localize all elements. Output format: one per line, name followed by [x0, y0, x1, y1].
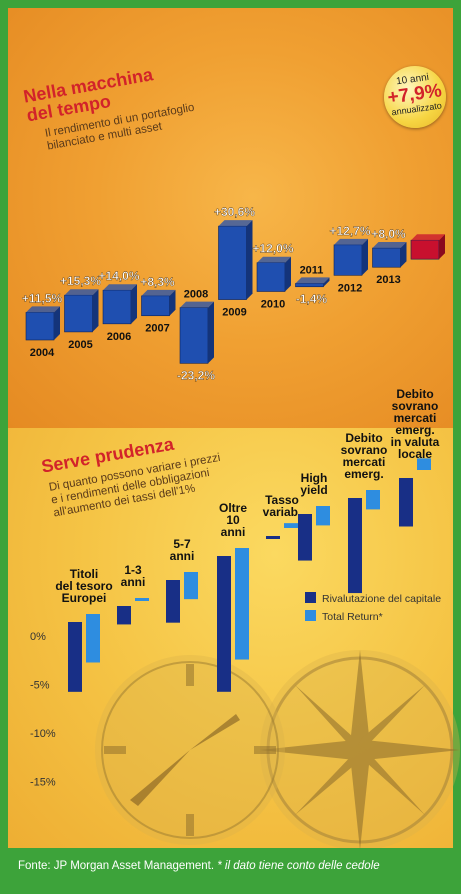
category-label-line: locale: [398, 447, 432, 461]
category-label-line: emerg.: [395, 423, 434, 437]
top-bar-2013: [372, 242, 407, 268]
y-tick-label: 0%: [30, 631, 46, 643]
top-value-label: -23,2%: [177, 368, 215, 382]
legend: Rivalutazione del capitale Total Return*: [305, 592, 441, 623]
category-label-line: Oltre: [219, 501, 247, 515]
top-bar-2005: [64, 289, 99, 333]
top-year-label: 2005: [68, 339, 92, 351]
category-label-line: in valuta: [391, 435, 440, 449]
category-label-line: anni: [121, 575, 146, 589]
top-year-label: 2009: [222, 307, 246, 319]
category-label-line: Debito: [345, 431, 382, 445]
category-label-line: mercati: [343, 455, 386, 469]
top-bar-chart: +11,5% 2004 +15,3% 2005 +14,0% 2006 +8,3% 2007 -…: [22, 205, 445, 383]
top-bar-2011: [295, 277, 330, 288]
top-year-label: 2006: [107, 331, 131, 343]
footer: Fonte: JP Morgan Asset Management. * il …: [8, 848, 453, 886]
total-return-bar: [135, 598, 149, 601]
top-bar-highlight: [410, 234, 445, 260]
top-bar-2007: [141, 289, 176, 317]
top-value-label: +15,3%: [60, 274, 101, 288]
top-year-label: 2013: [376, 274, 400, 286]
top-bar-2004: [25, 306, 60, 341]
top-year-label: 2008: [184, 289, 208, 301]
total-return-bar: [316, 506, 330, 526]
top-value-label: -1,4%: [296, 292, 328, 306]
top-year-label: 2010: [261, 298, 285, 310]
top-year-label: 2004: [30, 347, 55, 359]
footer-note: * il dato tiene conto delle cedole: [217, 860, 380, 872]
capital-bar: [217, 556, 231, 692]
total-return-bar: [417, 458, 431, 470]
category-label-line: del tesoro: [55, 579, 112, 593]
top-year-label: 2012: [338, 282, 362, 294]
top-value-label: +30,6%: [214, 205, 255, 219]
top-value-label: +12,0%: [252, 242, 293, 256]
category-label-line: Tasso: [265, 493, 299, 507]
category-label-line: mercati: [394, 411, 437, 425]
category-label-line: anni: [170, 549, 195, 563]
legend-label-capital: Rivalutazione del capitale: [322, 593, 441, 605]
category-label-line: 10: [226, 513, 240, 527]
category-label-line: Europei: [62, 591, 107, 605]
top-bar-2009: [218, 220, 253, 300]
y-tick-label: -10%: [30, 728, 56, 740]
top-panel: [8, 8, 453, 428]
total-return-bar: [284, 523, 298, 528]
clock-icon: [95, 655, 285, 845]
top-bar-2008: [179, 301, 214, 364]
category-label-line: Debito: [396, 387, 433, 401]
capital-bar: [166, 580, 180, 623]
top-bar-2006: [102, 284, 137, 325]
top-value-label: +12,7%: [329, 224, 370, 238]
category-label-line: 1-3: [124, 563, 142, 577]
category-label-line: Titoli: [70, 567, 98, 581]
capital-bar: [266, 536, 280, 539]
capital-bar: [117, 606, 131, 625]
compass-rose-icon: [260, 650, 460, 850]
footer-source: Fonte: JP Morgan Asset Management.: [18, 860, 215, 872]
capital-bar: [348, 498, 362, 594]
category-label-line: anni: [221, 525, 246, 539]
legend-swatch-capital: [305, 592, 316, 603]
total-return-bar: [86, 614, 100, 663]
top-value-label: +14,0%: [98, 269, 139, 283]
category-label-line: variab.: [263, 505, 302, 519]
top-bar-2010: [256, 256, 291, 292]
top-value-label: +8,3%: [140, 275, 175, 289]
capital-bar: [399, 478, 413, 527]
top-year-label: 2011: [300, 264, 324, 276]
top-value-label: +11,5%: [22, 291, 63, 305]
category-label-line: sovrano: [341, 443, 388, 457]
legend-swatch-total: [305, 610, 316, 621]
capital-bar: [68, 622, 82, 692]
top-year-label: 2007: [145, 323, 169, 335]
y-tick-label: -15%: [30, 777, 56, 789]
footer-text: Fonte: JP Morgan Asset Management. * il …: [18, 860, 380, 872]
top-bar-2012: [333, 238, 368, 276]
total-return-bar: [235, 548, 249, 660]
category-label-line: yield: [300, 483, 327, 497]
legend-label-total: Total Return*: [322, 611, 383, 623]
top-value-label: +8,0%: [371, 227, 406, 241]
y-tick-label: -5%: [30, 680, 50, 692]
category-label-line: sovrano: [392, 399, 439, 413]
total-return-bar: [366, 490, 380, 510]
category-label-line: 5-7: [173, 537, 191, 551]
total-return-bar: [184, 572, 198, 600]
category-label-line: emerg.: [344, 467, 383, 481]
capital-bar: [298, 514, 312, 561]
category-label-line: High: [301, 471, 328, 485]
